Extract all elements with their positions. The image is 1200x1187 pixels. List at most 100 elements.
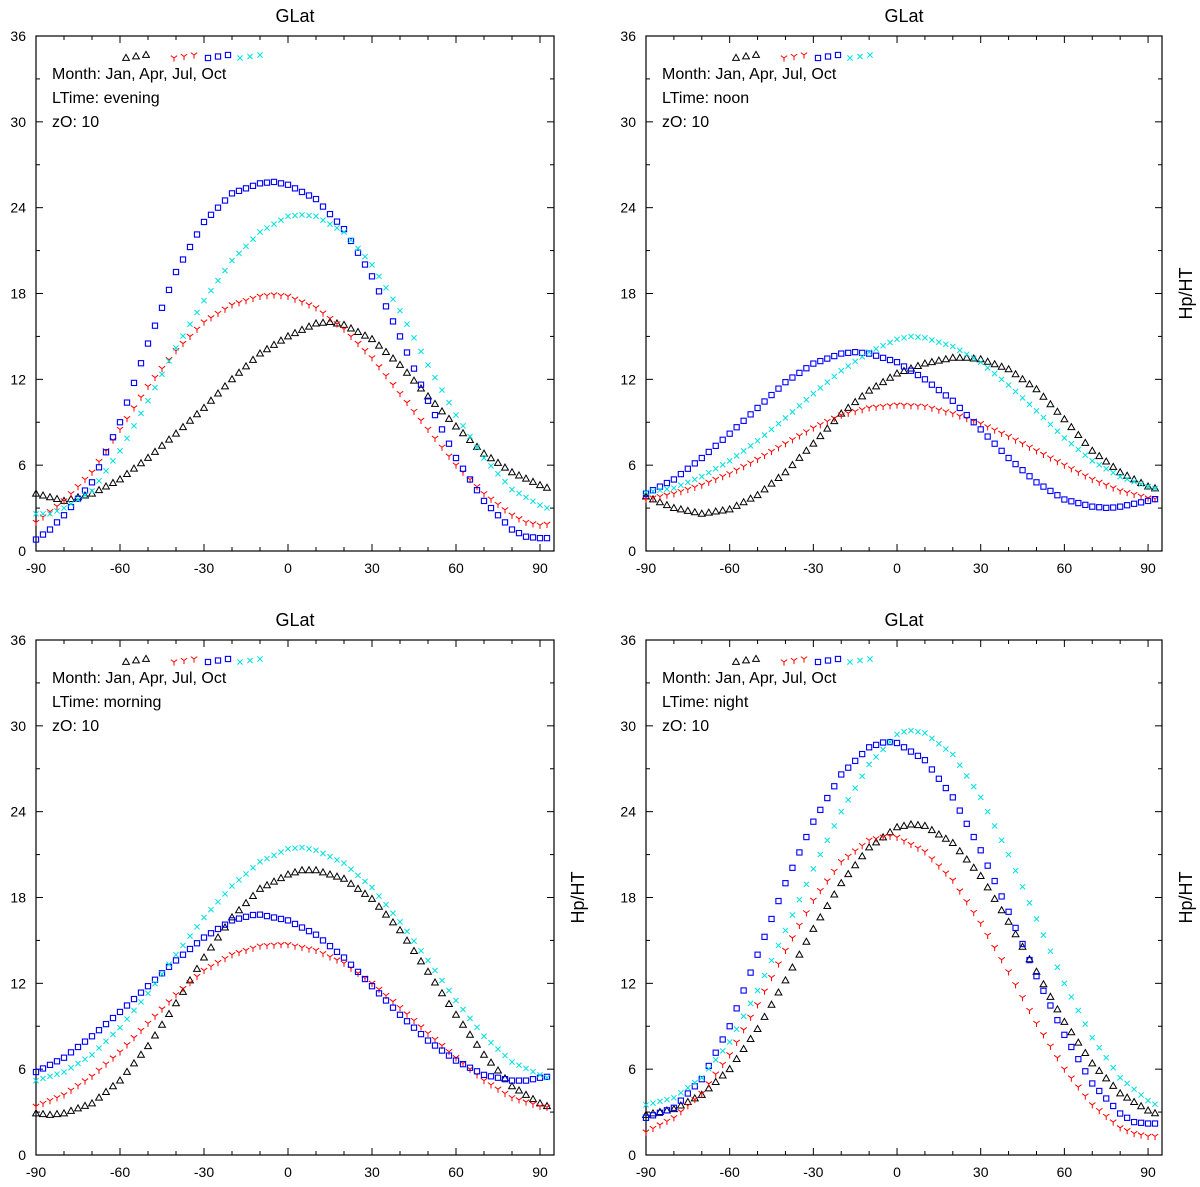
data-point <box>878 377 888 386</box>
data-point <box>991 877 998 885</box>
data-point <box>318 318 328 326</box>
data-point <box>179 985 187 993</box>
data-point <box>698 473 705 480</box>
data-point <box>396 333 404 340</box>
data-point <box>997 905 1006 914</box>
x-tick-label: 60 <box>448 560 464 576</box>
data-point <box>228 302 236 309</box>
data-point <box>285 213 291 220</box>
data-point <box>1089 1080 1096 1087</box>
data-point <box>1060 1066 1068 1073</box>
data-point <box>1005 969 1013 976</box>
data-point <box>775 385 782 392</box>
data-point <box>480 497 488 505</box>
data-point <box>325 869 335 878</box>
series-jul <box>642 349 1159 511</box>
data-point <box>452 1057 460 1064</box>
data-point <box>859 349 866 357</box>
data-point <box>740 463 748 471</box>
data-point <box>775 942 782 949</box>
data-point <box>172 268 180 276</box>
data-point <box>227 912 237 921</box>
data-point <box>215 898 221 905</box>
data-point <box>33 510 39 517</box>
data-point <box>537 1071 543 1078</box>
data-point <box>362 878 368 885</box>
data-point <box>697 509 707 517</box>
data-point <box>425 957 431 964</box>
data-point <box>284 293 292 300</box>
data-point <box>761 933 768 940</box>
data-point <box>872 352 880 359</box>
data-point <box>719 461 726 468</box>
data-point <box>353 884 363 892</box>
legend-marker-oct <box>857 53 863 60</box>
data-point <box>249 911 257 919</box>
data-point <box>949 877 957 884</box>
data-point <box>1012 867 1019 874</box>
data-point <box>789 912 796 918</box>
data-point <box>732 1054 741 1063</box>
data-point <box>789 408 796 415</box>
data-point <box>698 482 706 489</box>
data-point <box>466 476 474 483</box>
data-point <box>857 391 867 400</box>
legend-marker-apr <box>780 55 788 62</box>
data-point <box>1108 462 1118 470</box>
data-point <box>256 911 264 918</box>
data-point <box>535 480 545 489</box>
data-point <box>1095 479 1103 486</box>
data-point <box>1089 503 1096 510</box>
legend-marker-jan <box>751 50 761 58</box>
data-point <box>956 762 963 769</box>
data-point <box>270 942 278 949</box>
data-point <box>844 410 852 417</box>
data-point <box>213 389 223 397</box>
data-point <box>409 946 419 955</box>
data-point <box>284 941 292 949</box>
data-point <box>691 476 698 483</box>
data-point <box>782 379 789 386</box>
data-point <box>836 878 846 887</box>
data-point <box>690 507 700 516</box>
data-point <box>670 1115 678 1122</box>
data-point <box>529 1076 537 1083</box>
data-point <box>67 1049 75 1056</box>
data-point <box>956 404 963 412</box>
data-point <box>185 975 195 984</box>
data-point <box>740 987 747 994</box>
data-point <box>143 1041 153 1050</box>
data-point <box>816 912 825 921</box>
data-point <box>333 948 341 956</box>
data-point <box>319 937 327 944</box>
data-point <box>851 408 859 416</box>
data-point <box>222 267 228 274</box>
data-point <box>67 1087 75 1094</box>
data-point <box>691 1083 698 1090</box>
data-point <box>935 740 942 747</box>
data-point <box>137 989 145 996</box>
data-point <box>136 1050 146 1058</box>
data-point <box>446 987 452 994</box>
data-point <box>214 959 222 967</box>
data-point <box>781 467 790 476</box>
data-point <box>311 318 321 327</box>
y-tick-label: 18 <box>620 890 636 906</box>
data-point <box>816 431 825 440</box>
data-point <box>200 967 208 975</box>
legend-marker-oct <box>867 656 873 662</box>
data-point <box>61 505 67 512</box>
data-point <box>823 418 831 426</box>
data-point <box>1136 1101 1146 1110</box>
data-point <box>963 772 970 779</box>
data-point <box>1033 479 1040 486</box>
data-point <box>304 865 314 874</box>
data-point <box>474 1024 480 1031</box>
data-point <box>914 728 921 735</box>
data-point <box>376 893 382 900</box>
data-point <box>122 469 132 478</box>
data-point <box>459 1061 467 1068</box>
data-point <box>1144 1120 1152 1127</box>
data-point <box>173 951 179 958</box>
